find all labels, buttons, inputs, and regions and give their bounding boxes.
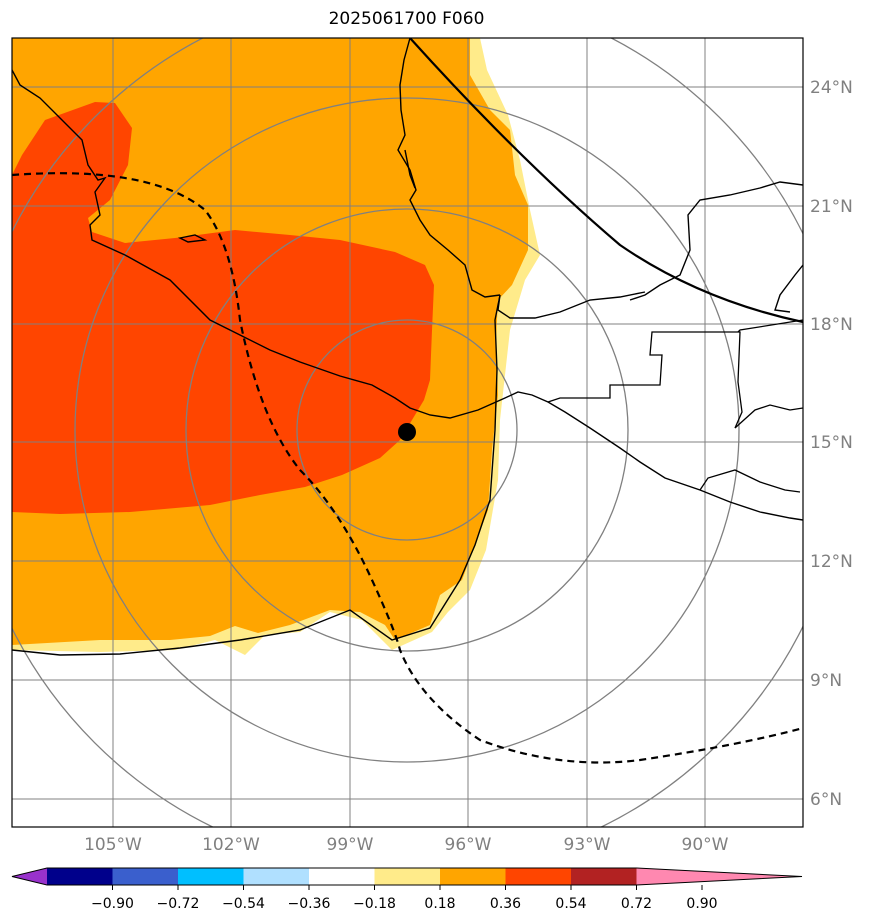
colorbar-segment [505,868,572,885]
colorbar-tick-label: −0.72 [157,896,200,912]
lon-label: 105°W [84,835,142,855]
colorbar-tick-label: −0.90 [91,896,134,912]
track-solid-arc [409,38,803,324]
map-title: 2025061700 F060 [328,9,485,29]
map-plot-area [12,38,803,827]
colorbar-tick-label: −0.18 [353,896,396,912]
storm-center-dot [398,423,416,441]
lat-label: 24°N [810,78,853,98]
coastlines [12,38,803,656]
colorbar-tick-label: 0.90 [686,896,717,912]
lat-label: 21°N [810,197,853,217]
lon-label: 93°W [564,835,611,855]
colorbar-segment [374,868,441,885]
colorbar: −0.90 −0.72 −0.54 −0.36 −0.18 0.18 0.36 0.54 0.7… [11,867,803,912]
graticule [12,38,803,827]
range-rings [12,38,803,827]
colorbar-segment [440,868,506,885]
colorbar-tick-label: 0.54 [555,896,586,912]
track-dashed-arc [12,172,803,764]
lon-label: 96°W [445,835,492,855]
latitude-labels: 24°N 21°N 18°N 15°N 12°N 9°N 6°N [810,78,853,810]
colorbar-segment [309,868,375,885]
country-borders [547,319,803,493]
lat-label: 15°N [810,433,853,453]
lat-label: 9°N [810,671,842,691]
lat-label: 12°N [810,552,853,572]
colorbar-tick-label: 0.18 [424,896,455,912]
lat-label: 18°N [810,315,853,335]
lon-label: 102°W [202,835,260,855]
colorbar-segment [112,868,179,885]
colorbar-tick-label: 0.36 [490,896,521,912]
colorbar-outline [11,867,803,886]
colorbar-extend-low [12,868,47,885]
map-frame [11,37,804,828]
lat-label: 6°N [810,790,842,810]
colorbar-extend-high [636,868,802,885]
colorbar-tick-label: 0.72 [621,896,652,912]
colorbar-segment [243,868,310,885]
colorbar-tick-label: −0.54 [222,896,265,912]
lon-label: 99°W [327,835,374,855]
lon-label: 90°W [682,835,729,855]
colorbar-segment [571,868,637,885]
colorbar-segment [47,868,113,885]
longitude-labels: 105°W 102°W 99°W 96°W 93°W 90°W [84,835,729,855]
colorbar-tick-label: −0.36 [288,896,331,912]
colorbar-segment [178,868,244,885]
